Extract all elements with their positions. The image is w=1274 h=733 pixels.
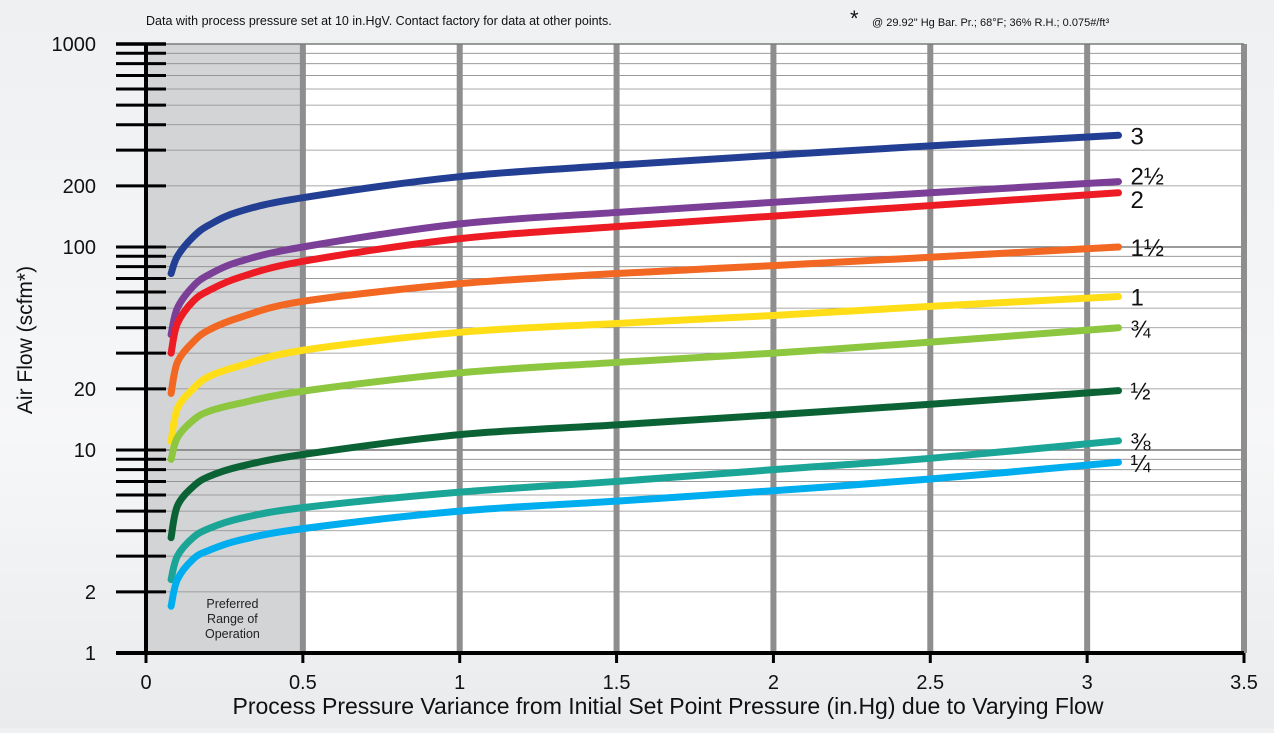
series-label: ½ — [1131, 379, 1151, 406]
x-tick-label: 1.5 — [603, 672, 631, 694]
series-label: 3 — [1131, 123, 1144, 150]
x-axis-label: Process Pressure Variance from Initial S… — [233, 693, 1104, 719]
series-line — [167, 131, 1123, 278]
series-line — [167, 458, 1123, 610]
series-label: 1½ — [1131, 235, 1164, 262]
x-tick-label: 3.5 — [1230, 672, 1258, 694]
preferred-range-label: Preferred — [206, 597, 258, 611]
series-line — [167, 437, 1123, 584]
y-axis-label: Air Flow (scfm*) — [14, 266, 37, 414]
y-tick-label: 1 — [85, 643, 96, 665]
series-line — [167, 189, 1123, 357]
y-tick-label: 100 — [63, 237, 96, 259]
chart-footnote: @ 29.92" Hg Bar. Pr.; 68°F; 36% R.H.; 0.… — [872, 17, 1109, 29]
series-line — [167, 324, 1123, 463]
series-label: ¼ — [1131, 450, 1152, 477]
series-line — [167, 293, 1123, 446]
series-label: ⅜ — [1131, 429, 1152, 456]
x-tick-label: 3 — [1082, 672, 1093, 694]
y-tick-label: 2 — [85, 582, 96, 604]
preferred-range-label: Range of — [207, 612, 258, 626]
x-tick-label: 0 — [140, 672, 151, 694]
x-tick-label: 2 — [768, 672, 779, 694]
x-tick-label: 0.5 — [289, 672, 317, 694]
series-line — [167, 387, 1123, 542]
series-label: 2½ — [1131, 164, 1164, 191]
y-tick-label: 10 — [74, 440, 96, 462]
y-tick-label: 1000 — [52, 34, 97, 56]
series-label: 1 — [1131, 285, 1144, 312]
preferred-range-label: Operation — [205, 627, 260, 641]
y-tick-label: 20 — [74, 379, 96, 401]
series-label: 2 — [1131, 187, 1144, 214]
series-line — [167, 243, 1123, 397]
footnote-asterisk: * — [850, 6, 859, 31]
x-tick-label: 2.5 — [916, 672, 944, 694]
series-line — [167, 178, 1123, 339]
series-label: ¾ — [1131, 316, 1152, 343]
x-tick-label: 1 — [454, 672, 465, 694]
y-tick-label: 200 — [63, 176, 96, 198]
chart-note: Data with process pressure set at 10 in.… — [146, 14, 612, 28]
